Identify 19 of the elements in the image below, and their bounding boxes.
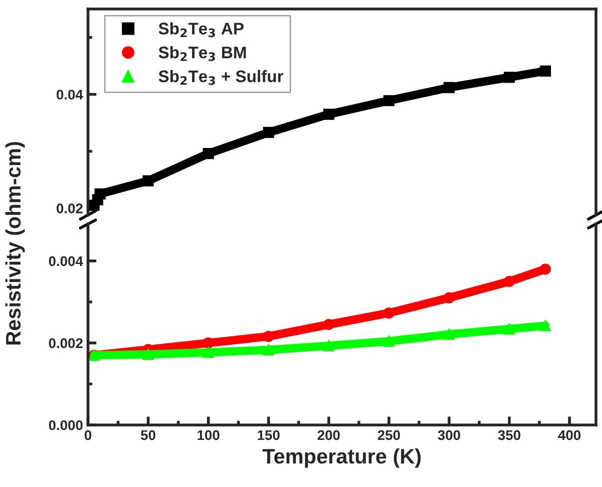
legend-label: Sb$_{2}$Te$_{3}$ AP: [158, 22, 244, 38]
x-tick-label: 200: [318, 430, 340, 440]
y-axis-title: Resistivity (ohm-cm): [5, 142, 25, 345]
x-axis-title: Temperature (K): [262, 448, 421, 468]
x-tick-label: 50: [140, 430, 156, 440]
x-tick-label: 350: [498, 430, 520, 440]
x-tick-label: 100: [198, 430, 220, 440]
legend-label: Sb$_{2}$Te$_{3}$ + Sulfur: [158, 70, 284, 85]
y-tick-label: 0.002: [48, 338, 83, 348]
y-tick-label: 0.004: [48, 256, 84, 266]
y-tick-label: 0.04: [56, 90, 84, 100]
x-tick-label: 250: [378, 430, 400, 440]
x-tick-label: 150: [258, 430, 280, 440]
y-tick-label: 0.02: [56, 204, 83, 214]
y-tick-label: 0.000: [48, 420, 83, 430]
x-tick-label: 400: [558, 430, 581, 440]
legend-label: Sb$_{2}$Te$_{3}$ BM: [158, 46, 246, 62]
x-tick-label: 0: [84, 430, 92, 440]
x-tick-label: 300: [438, 430, 460, 440]
